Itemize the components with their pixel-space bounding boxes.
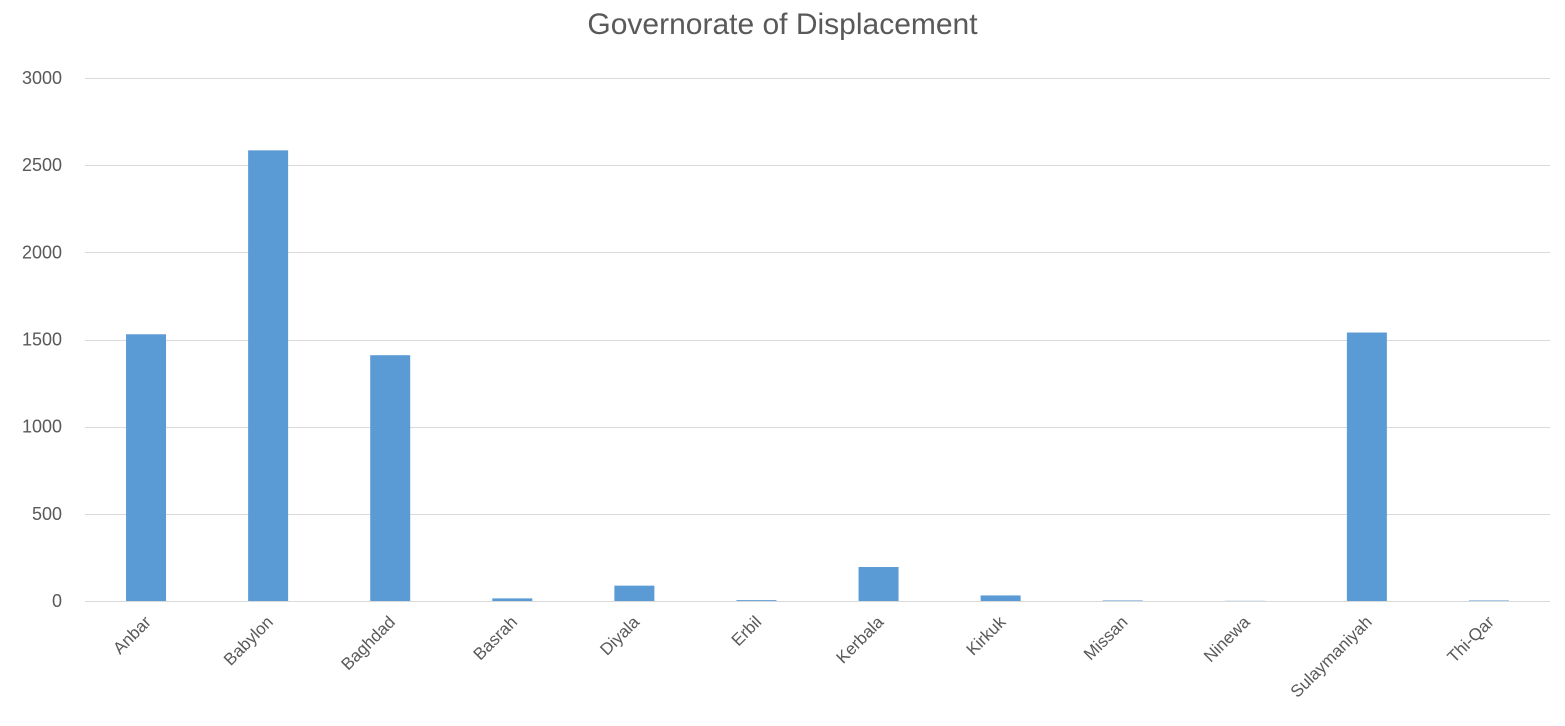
y-tick-label: 2500 — [22, 155, 62, 175]
bar — [736, 600, 777, 601]
bar — [370, 355, 411, 601]
y-tick-label: 2000 — [22, 242, 62, 262]
y-tick-label: 3000 — [22, 68, 62, 88]
x-tick-label: Babylon — [220, 612, 277, 669]
x-tick-label: Missan — [1080, 612, 1132, 664]
bar — [1468, 600, 1509, 601]
bar — [248, 150, 289, 601]
bar — [858, 567, 899, 601]
x-tick-label: Baghdad — [337, 612, 399, 674]
x-tick-label: Sulaymaniyah — [1287, 612, 1376, 701]
y-tick-label: 0 — [52, 591, 62, 611]
y-tick-label: 1000 — [22, 417, 62, 437]
x-tick-label: Thi-Qar — [1444, 612, 1498, 666]
bar — [492, 598, 533, 601]
bar — [126, 334, 167, 601]
y-tick-label: 1500 — [22, 330, 62, 350]
bars — [126, 150, 1509, 601]
gridlines — [85, 78, 1550, 602]
x-tick-label: Ninewa — [1200, 612, 1254, 666]
x-tick-label: Basrah — [470, 612, 522, 664]
x-tick-label: Diyala — [596, 612, 643, 659]
y-axis-ticks: 0 500 1000 1500 2000 2500 3000 — [22, 68, 62, 611]
bar — [614, 585, 655, 601]
x-tick-label: Anbar — [109, 612, 155, 658]
x-axis-ticks: Anbar Babylon Baghdad Basrah Diyala Erbil Kerb… — [109, 612, 1498, 701]
x-tick-label: Erbil — [728, 612, 765, 649]
chart-title: Governorate of Displacement — [587, 8, 978, 41]
bar — [1346, 332, 1387, 601]
bar — [1102, 600, 1143, 601]
x-tick-label: Kirkuk — [963, 612, 1010, 659]
y-tick-label: 500 — [32, 504, 62, 524]
bar — [980, 595, 1021, 601]
x-tick-label: Kerbala — [832, 612, 887, 667]
